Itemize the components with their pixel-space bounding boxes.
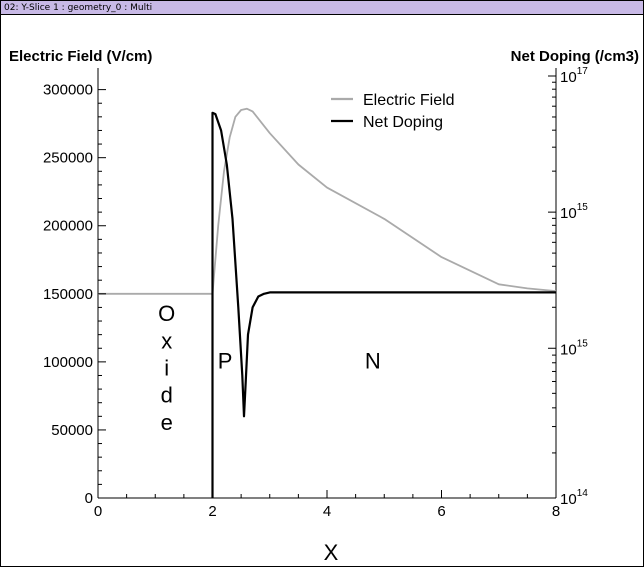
y-left-tick-label: 200000 [43, 218, 93, 235]
tick-labels: 0 2 4 6 8 0 50000 100000 150000 200000 250000 30000… [43, 66, 588, 520]
y-right-tick-label: 1015 [560, 338, 588, 358]
y-left-tick-label: 0 [85, 490, 93, 507]
region-label-d: d [161, 383, 173, 408]
y-right-tick-label: 1017 [560, 66, 588, 86]
y-axis-right-title: Net Doping (/cm3) [511, 48, 639, 65]
region-label-x: x [161, 328, 172, 353]
x-tick-label: 2 [208, 503, 216, 520]
y-left-tick-label: 250000 [43, 150, 93, 167]
legend: Electric Field Net Doping [331, 92, 455, 131]
axis-ticks [97, 75, 557, 499]
y-left-tick-label: 150000 [43, 286, 93, 303]
window-titlebar[interactable]: 02: Y-Slice 1 : geometry_0 : Multi [1, 1, 643, 15]
region-label-o: O [158, 301, 175, 326]
net-doping-line [211, 111, 556, 498]
x-tick-label: 8 [552, 503, 560, 520]
legend-label-electric-field: Electric Field [363, 92, 455, 109]
x-tick-label: 6 [437, 503, 445, 520]
region-label-n: N [365, 349, 381, 374]
region-label-p: P [218, 349, 233, 374]
x-tick-label: 4 [323, 503, 331, 520]
electric-field-line [98, 107, 557, 295]
y-left-tick-label: 300000 [43, 82, 93, 99]
y-right-tick-label: 1014 [560, 488, 588, 508]
legend-label-net-doping: Net Doping [363, 114, 443, 131]
series-layer [98, 107, 557, 498]
y-right-tick-label: 1015 [560, 202, 588, 222]
x-axis-title: X [324, 540, 339, 565]
region-label-i: i [164, 355, 169, 380]
window-title: 02: Y-Slice 1 : geometry_0 : Multi [4, 3, 153, 13]
y-left-tick-label: 50000 [51, 422, 93, 439]
region-label-e: e [161, 410, 173, 435]
y-axis-left-title: Electric Field (V/cm) [9, 48, 152, 65]
y-left-tick-label: 100000 [43, 354, 93, 371]
x-tick-label: 0 [94, 503, 102, 520]
chart-canvas: 0 2 4 6 8 0 50000 100000 150000 200000 250000 30000… [9, 48, 639, 565]
